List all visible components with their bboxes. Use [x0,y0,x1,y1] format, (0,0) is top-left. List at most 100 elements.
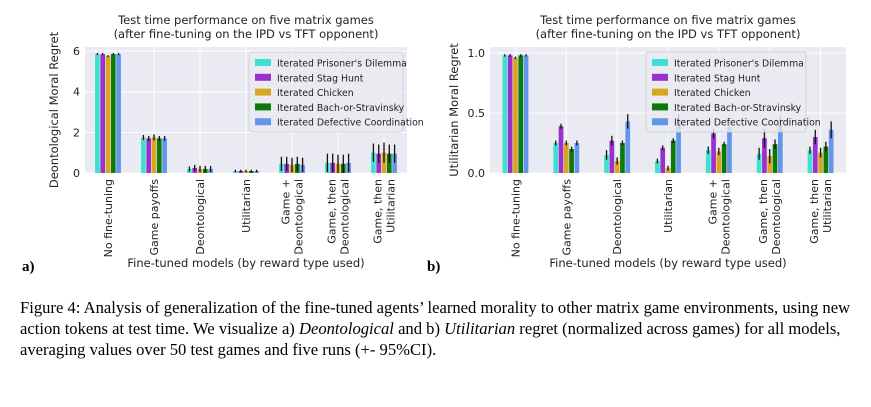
a-xtick-label: Deontological [194,179,207,255]
a-ylabel: Deontological Moral Regret [47,31,61,188]
b-bar [513,57,518,173]
caption-prefix: Figure 4: Analysis of generalization of … [20,298,851,338]
b-legend-swatch [652,103,668,111]
b-legend-box [645,51,807,133]
b-bar [812,137,818,173]
a-bar [392,153,397,173]
chart-deontological-regret: 0 2 4 6 No fine-tuning Game payoffs Deontologi… [47,13,424,270]
a-xlabel: Fine-tuned models (by reward type used) [127,256,364,270]
b-bar [828,129,834,173]
b-bar [574,143,580,173]
a-bar [151,137,157,173]
b-legend-label: Iterated Bach-or-Stravinsky [674,103,802,114]
a-xtick-label: Utilitarian [385,179,398,233]
a-xtick-label: Utilitarian [240,179,253,233]
a-bar [162,138,167,173]
a-legend-box [248,51,404,133]
b-ytick-label: 0.5 [468,107,486,120]
a-bar [110,54,116,174]
caption-emph-deontological: Deontological [298,319,394,338]
b-xtick-label: Game, then [757,179,770,244]
a-bar [116,54,121,174]
a-xtick-label: No fine-tuning [102,179,115,257]
b-bar [823,146,829,173]
b-bar [553,143,559,173]
a-legend-swatch [255,88,271,96]
b-bar [502,55,508,173]
b-xtick-label: Deontological [611,179,624,255]
a-bar [146,138,152,173]
caption-suffix: regret (normalized across games) for all… [20,319,841,359]
b-xtick-label: Utilitarian [662,179,675,233]
a-legend-label: Iterated Defective Coordination [277,118,424,129]
panel-label-a: a) [22,259,35,275]
b-legend-swatch [652,73,668,81]
a-legend-label: Iterated Prisoner's Dilemma [277,59,407,70]
b-bar [772,144,778,173]
b-legend-swatch [652,118,668,126]
a-xtick-label: Game + [280,179,293,224]
b-bar [609,140,615,173]
b-xtick-label: Game, then [808,179,821,244]
a-legend-label: Iterated Chicken [277,88,354,99]
a-legend-swatch [255,73,271,81]
b-bar [676,121,681,173]
b-bar [507,55,513,173]
b-ylabel: Utilitarian Moral Regret [447,43,461,177]
b-bar [660,147,666,173]
a-ytick-label: 2 [73,126,80,139]
a-legend-label: Iterated Stag Hunt [277,73,364,84]
b-bar [705,150,711,173]
a-bar [156,138,162,173]
b-legend-swatch [652,59,668,66]
caption-emph-utilitarian: Utilitarian [444,319,516,338]
a-bar [376,153,382,173]
a-xtick-label: Game, then [326,179,339,244]
b-bar [716,151,722,173]
b-subtitle: (after fine-tuning on the IPD vs TFT opp… [536,27,801,41]
b-ytick-label: 1.0 [468,47,486,60]
b-bar [818,152,823,173]
a-legend-swatch [255,103,271,111]
b-bar [563,143,569,173]
a-xtick-label: Deontological [293,179,306,255]
b-bar [604,155,609,173]
a-bar [371,152,376,173]
b-bar [807,150,813,173]
a-ytick-label: 0 [73,167,80,180]
b-xtick-label: Deontological [719,179,732,255]
a-subtitle: (after fine-tuning on the IPD vs TFT opp… [114,27,379,41]
b-bar [670,140,676,173]
chart-utilitarian-regret: 0.0 0.5 1.0 No fine-tuning Game payoffs Deont… [447,13,846,270]
b-xtick-label: Deontological [770,179,783,255]
b-bar [721,144,727,173]
a-bar [141,137,146,173]
b-bar [727,127,732,173]
b-bar [756,153,762,173]
b-legend-label: Iterated Prisoner's Dilemma [674,59,804,70]
b-xtick-label: No fine-tuning [509,179,522,257]
b-legend-label: Iterated Stag Hunt [674,73,761,84]
b-xtick-label: Utilitarian [821,179,834,233]
a-ytick-label: 4 [73,86,80,99]
a-bar [386,153,392,173]
b-legend-swatch [652,88,668,96]
b-bar [767,156,773,173]
a-legend-swatch [255,118,271,126]
b-bar [523,55,529,173]
panel-label-b: b) [427,259,441,275]
b-bar [620,143,625,173]
a-legend-label: Iterated Bach-or-Stravinsky [277,103,405,114]
b-bar [558,126,564,173]
b-legend-label: Iterated Defective Coordination [674,118,821,129]
a-bar [105,56,111,174]
a-bar [100,54,106,174]
a-legend-swatch [255,59,271,66]
b-bar [569,149,574,173]
b-legend-label: Iterated Chicken [674,88,751,99]
b-bar [518,55,524,173]
b-bar [625,121,631,173]
figure-caption: Figure 4: Analysis of generalization of … [20,297,860,360]
a-xtick-label: Game, then [372,179,385,244]
a-bar [95,54,100,174]
